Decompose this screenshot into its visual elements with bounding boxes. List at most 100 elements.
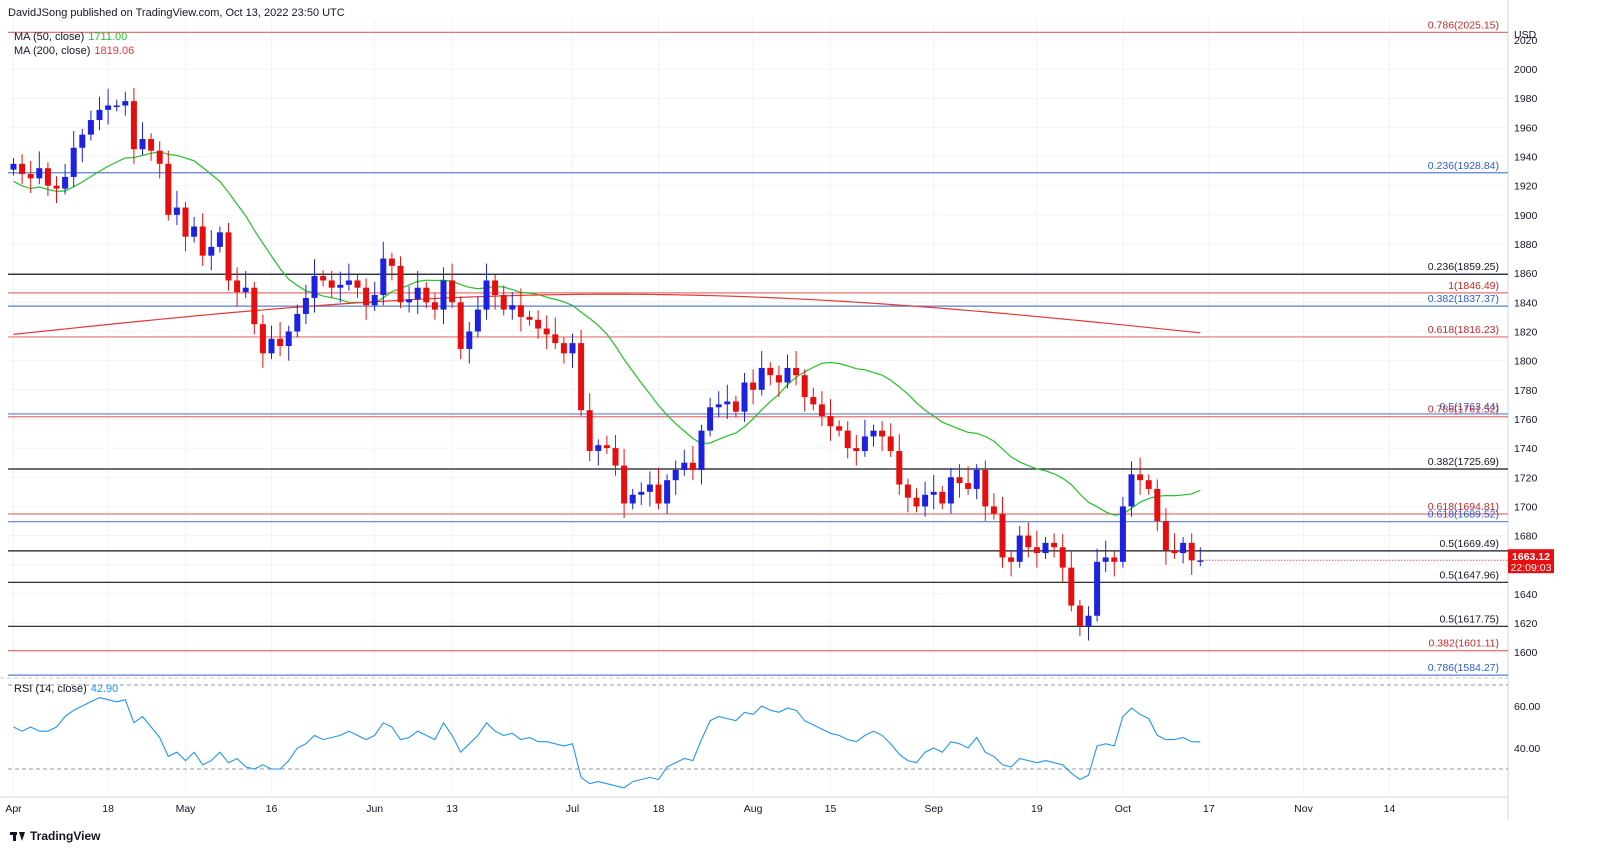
- candle-down: [801, 375, 808, 398]
- candle-down: [517, 305, 524, 317]
- candle-up: [569, 343, 576, 354]
- time-axis[interactable]: Apr 18 May 16 Jun 13 Jul 18 Aug 15 Sep 19 Oct 17 Nov 14: [5, 803, 1395, 815]
- candle-up: [191, 226, 198, 237]
- fib-level-label: 0.786(1761.52): [1428, 404, 1499, 416]
- fib-level-label: 0.382(1725.69): [1428, 456, 1499, 468]
- time-tick-label: Oct: [1115, 803, 1131, 815]
- ma50-value: 1711.00: [88, 31, 128, 43]
- time-tick-label: Jun: [366, 803, 383, 815]
- candle-up: [337, 284, 344, 288]
- candle-down: [827, 416, 834, 427]
- publisher-caption: DavidJSong published on TradingView.com,…: [8, 7, 345, 19]
- candle-up: [139, 139, 146, 150]
- time-tick-label: 14: [1384, 803, 1396, 815]
- tradingview-logo[interactable]: TradingView: [10, 829, 100, 843]
- time-tick-label: 15: [825, 803, 837, 815]
- price-tick-label: 1960: [1514, 122, 1538, 134]
- candle-down: [578, 343, 585, 411]
- price-tick-label: 1760: [1514, 414, 1538, 426]
- candle-down: [818, 404, 825, 417]
- fib-level-label: 0.236(1928.84): [1428, 160, 1499, 172]
- currency-label: USD: [1514, 29, 1537, 41]
- candle-down: [853, 448, 860, 452]
- time-tick-label: May: [176, 803, 197, 815]
- candle-down: [354, 280, 361, 288]
- candle-down: [543, 328, 550, 335]
- candle-down: [887, 436, 894, 452]
- candle-down: [165, 163, 172, 215]
- rsi-legend[interactable]: RSI (14, close) 42.90: [14, 683, 118, 695]
- candle-down: [27, 174, 34, 179]
- price-tick-label: 1780: [1514, 385, 1538, 397]
- fib-level-label: 0.382(1837.37): [1428, 293, 1499, 305]
- candle-up: [371, 295, 378, 306]
- candle-up: [947, 477, 954, 504]
- price-tick-label: 1860: [1514, 268, 1538, 280]
- candle-down: [1033, 547, 1040, 554]
- candlesticks: [10, 87, 1204, 641]
- candle-down: [199, 226, 206, 256]
- price-tick-label: 1640: [1514, 589, 1538, 601]
- candle-down: [586, 410, 593, 452]
- candle-up: [87, 120, 94, 135]
- candle-down: [423, 287, 430, 303]
- candle-down: [1025, 535, 1032, 548]
- tradingview-logo-icon: [10, 831, 26, 841]
- candle-down: [234, 280, 241, 293]
- candle-up: [629, 494, 636, 504]
- candle-up: [96, 109, 103, 121]
- candle-up: [466, 331, 473, 349]
- candle-up: [414, 287, 421, 300]
- rsi-tick-label: 40.00: [1514, 743, 1540, 755]
- price-tick-label: 1700: [1514, 501, 1538, 513]
- candle-up: [1042, 542, 1049, 554]
- candle-up: [1094, 561, 1101, 616]
- candle-down: [1068, 567, 1075, 606]
- candle-up: [1197, 560, 1204, 562]
- fib-level-label: 0.5(1617.75): [1439, 613, 1499, 625]
- candle-down: [913, 497, 920, 507]
- rsi-panel: 40.00 60.00: [8, 684, 1540, 789]
- time-tick-label: 13: [446, 803, 458, 815]
- candle-down: [965, 483, 972, 489]
- candle-up: [208, 246, 215, 256]
- candle-down: [1171, 550, 1178, 554]
- candle-down: [1008, 557, 1015, 562]
- candle-down: [328, 280, 335, 288]
- candle-up: [36, 168, 43, 179]
- price-tick-label: 1680: [1514, 531, 1538, 543]
- candle-down: [844, 430, 851, 449]
- time-tick-label: Jul: [566, 803, 579, 815]
- candle-down: [1154, 488, 1161, 521]
- candle-down: [148, 139, 155, 151]
- candle-down: [896, 451, 903, 485]
- ma50-legend[interactable]: MA (50, close) 1711.00: [14, 31, 127, 43]
- time-tick-label: 18: [102, 803, 114, 815]
- candle-up: [870, 430, 877, 437]
- candle-up: [784, 367, 791, 383]
- ma200-legend[interactable]: MA (200, close) 1819.06: [14, 45, 134, 57]
- candle-down: [259, 324, 266, 354]
- candle-up: [268, 338, 275, 354]
- price-tick-label: 1740: [1514, 443, 1538, 455]
- candle-down: [1145, 480, 1152, 489]
- candle-down: [956, 477, 963, 484]
- fib-level-label: 0.236(1859.25): [1428, 261, 1499, 273]
- candle-up: [122, 101, 129, 106]
- price-tick-label: 1980: [1514, 93, 1538, 105]
- candle-down: [982, 469, 989, 507]
- price-tick-label: 1880: [1514, 239, 1538, 251]
- ma50-label: MA (50, close): [14, 31, 85, 43]
- candle-up: [698, 430, 705, 470]
- candle-down: [1162, 520, 1169, 551]
- candle-up: [483, 280, 490, 310]
- fib-level-label: 0.618(1694.81): [1428, 501, 1499, 513]
- candle-up: [973, 469, 980, 489]
- price-tick-label: 1800: [1514, 356, 1538, 368]
- ma200-line: [13, 293, 1201, 335]
- price-axis[interactable]: USD1600162016401660168017001720174017601…: [1200, 29, 1554, 659]
- fib-level-label: 0.786(2025.15): [1428, 19, 1499, 31]
- fib-level-label: 0.786(1584.27): [1428, 662, 1499, 674]
